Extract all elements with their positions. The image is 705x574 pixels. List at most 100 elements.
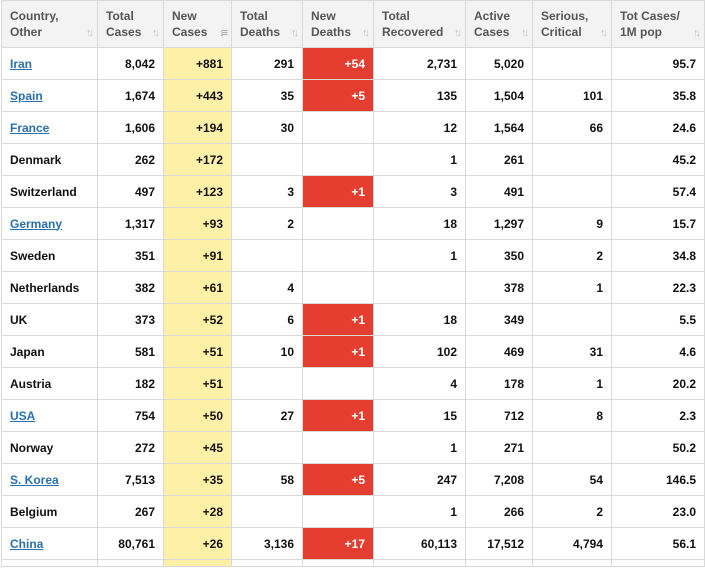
cell-total-deaths: 2	[231, 207, 303, 240]
country-link[interactable]: Iran	[10, 56, 33, 71]
header-country[interactable]: Country, Other ↑↓	[1, 0, 98, 48]
cell-total-deaths: 58	[231, 463, 303, 496]
cell-total-recovered: 18	[373, 303, 466, 336]
partial-cell	[611, 559, 705, 567]
country-name: Sweden	[10, 248, 56, 263]
cell-active-cases: 266	[465, 495, 533, 528]
table-row: S. Korea 7,513 +35 58 +5 247 7,208 54 146.5	[1, 463, 705, 496]
table-row: Norway 272 +45 1 271 50.2	[1, 431, 705, 464]
cell-total-deaths: 4	[231, 271, 303, 304]
header-label-line2: Critical	[541, 25, 582, 39]
header-serious-critical[interactable]: Serious, Critical ↑↓	[532, 0, 612, 48]
header-total-deaths[interactable]: Total Deaths ↑↓	[231, 0, 303, 48]
sort-icon[interactable]: ↑↓	[521, 27, 529, 39]
cell-country[interactable]: S. Korea	[1, 463, 98, 496]
partial-cell	[532, 559, 612, 567]
header-label-line2: 1M pop	[620, 25, 662, 39]
country-link[interactable]: China	[10, 536, 44, 551]
cell-country[interactable]: Germany	[1, 207, 98, 240]
cell-total-recovered: 12	[373, 111, 466, 144]
sort-icon[interactable]: ↑↓	[362, 27, 370, 39]
cell-new-deaths: +1	[302, 399, 374, 432]
header-label-line1: New	[311, 9, 336, 23]
header-label-line1: Total	[106, 9, 134, 23]
cell-new-deaths	[302, 207, 374, 240]
cell-country: Japan	[1, 335, 98, 368]
sort-icon[interactable]: ↑↓	[600, 27, 608, 39]
partial-cell	[373, 559, 466, 567]
cell-country[interactable]: Spain	[1, 79, 98, 112]
cell-tot-cases-per-1m: 23.0	[611, 495, 705, 528]
cell-total-recovered: 60,113	[373, 527, 466, 560]
header-label-line1: New	[172, 9, 197, 23]
cell-total-cases: 382	[97, 271, 164, 304]
header-new-deaths[interactable]: New Deaths ↑↓	[302, 0, 374, 48]
header-tot-cases-per-1m[interactable]: Tot Cases/1M pop ↑↓	[611, 0, 705, 48]
cell-serious-critical	[532, 47, 612, 80]
cell-total-deaths	[231, 239, 303, 272]
cell-total-cases: 272	[97, 431, 164, 464]
cell-active-cases: 5,020	[465, 47, 533, 80]
cell-total-recovered: 1	[373, 495, 466, 528]
cell-new-cases: +35	[163, 463, 232, 496]
table-row: USA 754 +50 27 +1 15 712 8 2.3	[1, 399, 705, 432]
table-row: UK 373 +52 6 +1 18 349 5.5	[1, 303, 705, 336]
sort-icon[interactable]: ↑↓	[693, 27, 701, 39]
cell-total-cases: 754	[97, 399, 164, 432]
cell-total-recovered: 135	[373, 79, 466, 112]
partial-cell	[302, 559, 374, 567]
table-row: Spain 1,674 +443 35 +5 135 1,504 101 35.8	[1, 79, 705, 112]
cell-total-cases: 351	[97, 239, 164, 272]
cell-new-deaths: +17	[302, 527, 374, 560]
cell-serious-critical: 9	[532, 207, 612, 240]
cell-country[interactable]: USA	[1, 399, 98, 432]
cell-active-cases: 350	[465, 239, 533, 272]
cell-serious-critical: 1	[532, 271, 612, 304]
cell-new-cases: +172	[163, 143, 232, 176]
cell-tot-cases-per-1m: 95.7	[611, 47, 705, 80]
country-link[interactable]: S. Korea	[10, 472, 59, 487]
header-active-cases[interactable]: Active Cases ↑↓	[465, 0, 533, 48]
sort-icon[interactable]: ↑↓	[291, 27, 299, 39]
cell-serious-critical: 66	[532, 111, 612, 144]
header-total-recovered[interactable]: Total Recovered ↑↓	[373, 0, 466, 48]
cell-tot-cases-per-1m: 4.6	[611, 335, 705, 368]
cell-serious-critical: 4,794	[532, 527, 612, 560]
header-total-cases[interactable]: Total Cases ↑↓	[97, 0, 164, 48]
cell-total-recovered: 247	[373, 463, 466, 496]
header-row: Country, Other ↑↓ Total Cases ↑↓ New Cases ↓≡ Tot…	[1, 0, 705, 48]
header-new-cases[interactable]: New Cases ↓≡	[163, 0, 232, 48]
cell-new-deaths: +1	[302, 335, 374, 368]
cell-country[interactable]: Iran	[1, 47, 98, 80]
sort-icon[interactable]: ↑↓	[454, 27, 462, 39]
table-row: Iran 8,042 +881 291 +54 2,731 5,020 95.7	[1, 47, 705, 80]
cell-country[interactable]: China	[1, 527, 98, 560]
cell-country[interactable]: France	[1, 111, 98, 144]
country-link[interactable]: Spain	[10, 88, 43, 103]
sort-icon[interactable]: ↑↓	[86, 27, 94, 39]
country-link[interactable]: France	[10, 120, 50, 135]
country-link[interactable]: USA	[10, 408, 36, 423]
cell-total-cases: 8,042	[97, 47, 164, 80]
cell-serious-critical: 54	[532, 463, 612, 496]
cell-new-cases: +26	[163, 527, 232, 560]
header-label-line2: Cases	[172, 25, 208, 39]
sort-descending-icon[interactable]: ↓≡	[219, 27, 228, 39]
cell-new-deaths: +54	[302, 47, 374, 80]
cell-total-deaths	[231, 495, 303, 528]
cell-active-cases: 271	[465, 431, 533, 464]
country-link[interactable]: Germany	[10, 216, 63, 231]
cell-new-deaths: +5	[302, 463, 374, 496]
cell-active-cases: 1,297	[465, 207, 533, 240]
header-label-line2: Cases	[106, 25, 142, 39]
cell-active-cases: 17,512	[465, 527, 533, 560]
cell-country: Norway	[1, 431, 98, 464]
cell-new-deaths: +1	[302, 175, 374, 208]
cell-total-recovered: 1	[373, 431, 466, 464]
cell-new-cases: +51	[163, 367, 232, 400]
cell-new-deaths: +1	[302, 303, 374, 336]
sort-icon[interactable]: ↑↓	[152, 27, 160, 39]
header-label-line2: Deaths	[311, 25, 352, 39]
cell-total-recovered: 15	[373, 399, 466, 432]
cell-serious-critical	[532, 303, 612, 336]
